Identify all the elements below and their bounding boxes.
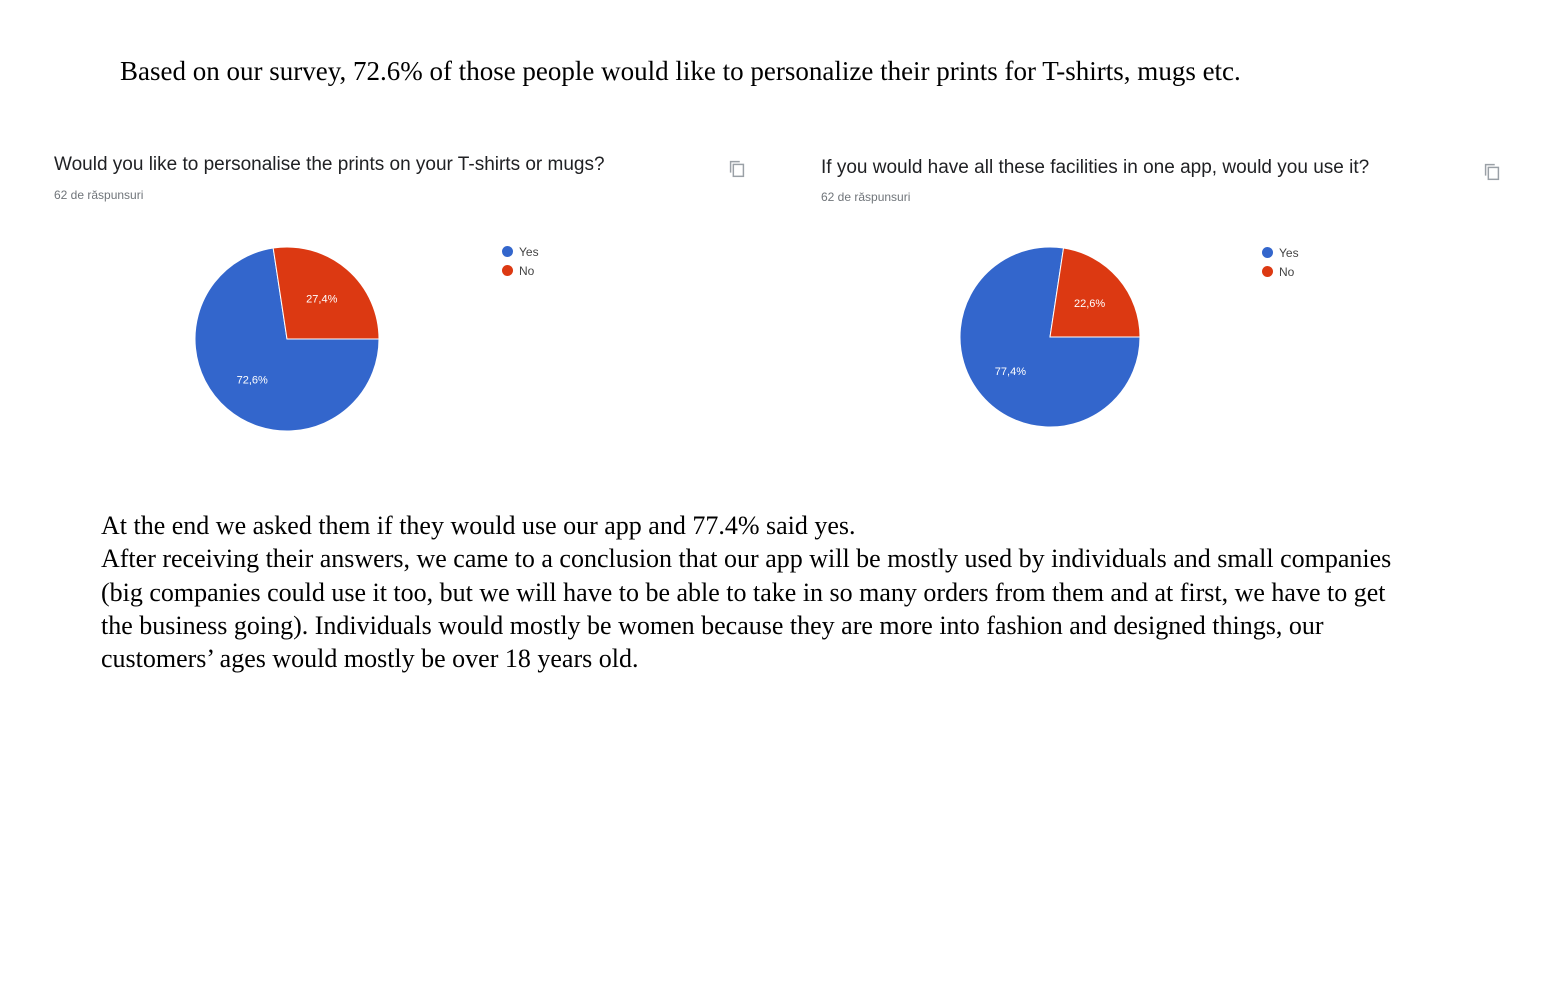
chart-card-personalise: Would you like to personalise the prints… [54, 140, 754, 470]
conclusion-line: At the end we asked them if they would u… [101, 511, 856, 540]
conclusion-paragraph: After receiving their answers, we came t… [101, 544, 1392, 674]
legend-swatch-yes [1262, 247, 1273, 258]
legend-label: No [519, 263, 535, 278]
pie-slice-no [1049, 247, 1141, 338]
legend-label: Yes [519, 244, 539, 259]
pie-data-label: 27,4% [306, 294, 337, 306]
legend-label: Yes [1279, 245, 1299, 260]
response-count: 62 de răspunsuri [54, 188, 144, 202]
legend: Yes No [1262, 243, 1299, 281]
pie-slice-yes [194, 247, 380, 432]
pie-data-label: 72,6% [237, 374, 268, 386]
intro-text: Based on our survey, 72.6% of those peop… [120, 56, 1241, 86]
legend-label: No [1279, 264, 1295, 279]
pie-chart-personalise: 72,6% 27,4% [194, 246, 380, 432]
pie-slice-no [272, 246, 380, 340]
conclusion-text: At the end we asked them if they would u… [101, 509, 1401, 675]
chart-title: Would you like to personalise the prints… [54, 154, 605, 175]
legend-item-yes: Yes [502, 242, 539, 261]
legend-item-no: No [502, 261, 539, 280]
legend: Yes No [502, 242, 539, 280]
legend-swatch-yes [502, 246, 513, 257]
copy-icon[interactable] [726, 158, 748, 180]
response-count: 62 de răspunsuri [821, 190, 911, 204]
copy-icon[interactable] [1481, 161, 1503, 183]
legend-swatch-no [502, 265, 513, 276]
chart-card-use-app: If you would have all these facilities i… [821, 140, 1521, 470]
pie-chart-use-app: 77,4% 22,6% [959, 246, 1141, 428]
pie-data-label: 77,4% [995, 366, 1026, 378]
pie-data-label: 22,6% [1074, 298, 1105, 310]
legend-item-no: No [1262, 262, 1299, 281]
legend-swatch-no [1262, 266, 1273, 277]
chart-title: If you would have all these facilities i… [821, 157, 1370, 178]
legend-item-yes: Yes [1262, 243, 1299, 262]
